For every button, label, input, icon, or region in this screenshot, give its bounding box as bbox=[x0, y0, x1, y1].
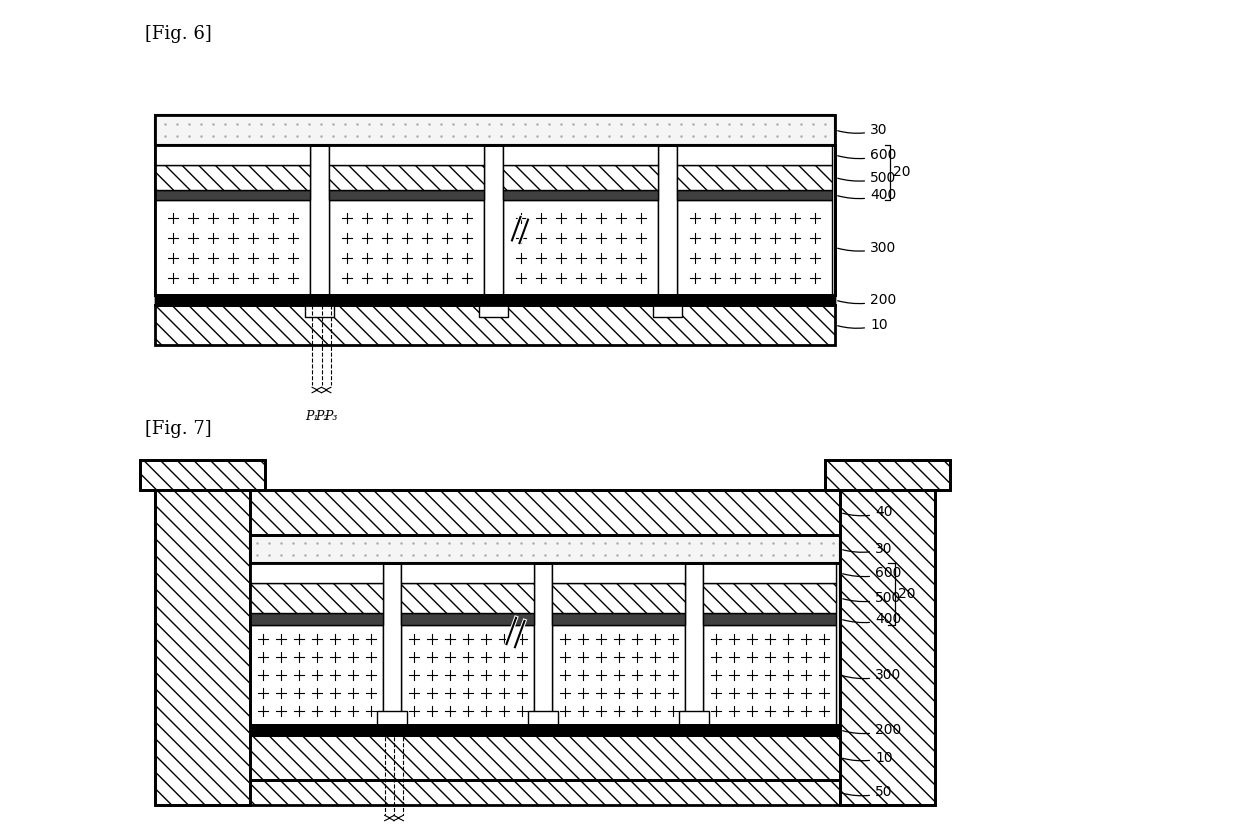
Text: 20: 20 bbox=[893, 165, 910, 180]
Bar bbox=[839, 490, 935, 805]
Bar bbox=[825, 460, 950, 490]
Bar bbox=[552, 625, 684, 725]
Text: 50: 50 bbox=[843, 786, 893, 799]
Bar bbox=[703, 625, 836, 725]
Text: 400: 400 bbox=[843, 612, 901, 626]
Text: 400: 400 bbox=[838, 188, 897, 202]
Bar bbox=[484, 145, 503, 295]
Bar bbox=[250, 583, 383, 613]
Bar bbox=[653, 303, 682, 317]
Bar bbox=[329, 190, 484, 200]
Text: 500: 500 bbox=[838, 170, 897, 185]
Text: 500: 500 bbox=[843, 591, 901, 605]
Bar bbox=[140, 460, 265, 490]
Bar bbox=[155, 295, 835, 305]
Bar bbox=[552, 583, 684, 613]
Text: 40: 40 bbox=[843, 505, 893, 519]
Bar bbox=[383, 563, 401, 725]
Text: [Fig. 6]: [Fig. 6] bbox=[145, 25, 212, 43]
Bar bbox=[155, 190, 310, 200]
Bar bbox=[250, 535, 839, 563]
Bar bbox=[155, 295, 835, 305]
Bar bbox=[250, 490, 839, 535]
Bar bbox=[401, 583, 534, 613]
Bar bbox=[677, 200, 832, 295]
Bar bbox=[250, 613, 383, 625]
Bar bbox=[329, 145, 484, 165]
Bar bbox=[401, 613, 534, 625]
Bar bbox=[377, 711, 407, 725]
Bar bbox=[155, 490, 250, 805]
Bar bbox=[534, 563, 552, 725]
Bar bbox=[703, 613, 836, 625]
Bar bbox=[155, 165, 310, 190]
Bar bbox=[155, 145, 835, 295]
Bar bbox=[825, 460, 950, 490]
Bar bbox=[839, 490, 935, 805]
Bar bbox=[155, 305, 835, 345]
Bar bbox=[503, 145, 658, 165]
Bar bbox=[329, 200, 484, 295]
Bar bbox=[155, 145, 310, 165]
Bar bbox=[155, 115, 835, 145]
Bar bbox=[703, 563, 836, 583]
Bar bbox=[503, 200, 658, 295]
Text: 10: 10 bbox=[843, 751, 893, 765]
Bar bbox=[680, 711, 709, 725]
Bar bbox=[305, 303, 334, 317]
Bar bbox=[479, 303, 508, 317]
Bar bbox=[401, 563, 534, 583]
Bar bbox=[250, 490, 839, 535]
Text: P₁: P₁ bbox=[305, 410, 319, 423]
Text: 600: 600 bbox=[843, 566, 901, 580]
Text: 200: 200 bbox=[843, 723, 901, 737]
Text: 200: 200 bbox=[838, 293, 897, 307]
Bar bbox=[250, 563, 839, 725]
Bar bbox=[155, 115, 835, 145]
Bar bbox=[677, 165, 832, 190]
Bar bbox=[250, 735, 839, 780]
Bar bbox=[329, 165, 484, 190]
Text: P₂: P₂ bbox=[315, 410, 329, 423]
Bar bbox=[677, 145, 832, 165]
Bar bbox=[528, 711, 558, 725]
Text: 600: 600 bbox=[838, 148, 897, 162]
Bar bbox=[310, 145, 329, 295]
Bar bbox=[155, 490, 250, 805]
Bar bbox=[140, 460, 265, 490]
Bar bbox=[703, 583, 836, 613]
Text: 300: 300 bbox=[838, 240, 897, 255]
Text: 10: 10 bbox=[838, 318, 888, 332]
Text: 30: 30 bbox=[843, 542, 893, 556]
Bar bbox=[250, 563, 839, 725]
Bar bbox=[401, 625, 534, 725]
Text: P₃: P₃ bbox=[325, 410, 337, 423]
Bar bbox=[552, 563, 684, 583]
Bar bbox=[250, 725, 839, 735]
Bar bbox=[503, 165, 658, 190]
Bar bbox=[250, 535, 839, 563]
Bar bbox=[155, 145, 835, 295]
Bar bbox=[250, 735, 839, 780]
Text: 30: 30 bbox=[838, 123, 888, 137]
Bar bbox=[250, 563, 383, 583]
Bar bbox=[677, 190, 832, 200]
Bar bbox=[658, 145, 677, 295]
Text: 20: 20 bbox=[898, 587, 915, 601]
Bar bbox=[250, 780, 839, 805]
Bar bbox=[250, 625, 383, 725]
Bar bbox=[503, 190, 658, 200]
Bar bbox=[552, 613, 684, 625]
Text: 300: 300 bbox=[843, 668, 901, 682]
Bar bbox=[684, 563, 703, 725]
Bar bbox=[155, 200, 310, 295]
Text: [Fig. 7]: [Fig. 7] bbox=[145, 420, 212, 438]
